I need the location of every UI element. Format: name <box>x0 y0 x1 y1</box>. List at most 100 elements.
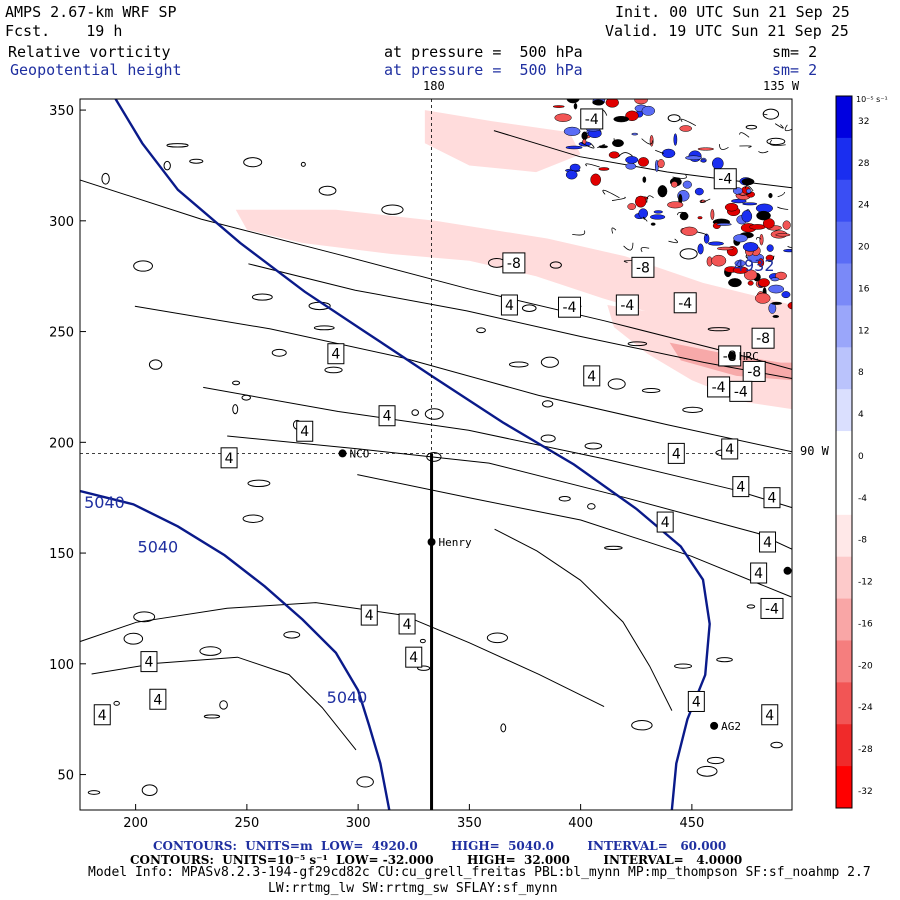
field1-name: Relative vorticity <box>8 43 171 61</box>
storm-contour <box>618 152 633 158</box>
vorticity-cell <box>133 260 153 272</box>
storm-contour <box>642 216 648 222</box>
plot-frame <box>79 98 793 811</box>
vorticity-label-box <box>760 597 784 619</box>
storm-cell <box>707 241 724 246</box>
vorticity-cell <box>587 503 596 510</box>
storm-cell <box>770 277 780 282</box>
vorticity-cell <box>251 293 273 301</box>
storm-contour <box>640 247 650 253</box>
vorticity-cell <box>242 514 264 523</box>
vorticity-label: -8 <box>742 360 766 382</box>
storm-cell <box>782 220 791 230</box>
vorticity-cell <box>300 161 306 167</box>
model-title: AMPS 2.67-km WRF SP <box>5 3 177 21</box>
vorticity-cell <box>679 248 698 260</box>
vorticity-label-text: 4 <box>736 480 745 496</box>
colorbar-swatch <box>836 389 852 432</box>
storm-cell <box>747 280 754 286</box>
vorticity-label-box <box>558 296 581 318</box>
vorticity-cell <box>667 114 681 123</box>
vorticity-label-box <box>500 294 518 316</box>
colorbar-level-label: 24 <box>858 201 870 211</box>
vorticity-label: -8 <box>751 327 775 349</box>
storm-cell <box>624 94 635 98</box>
storm-cell <box>544 84 561 95</box>
storm-cell <box>592 99 605 106</box>
lon-label-135w: 135 W <box>763 79 800 93</box>
vorticity-cell <box>476 327 486 334</box>
colorbar-swatch <box>836 598 852 641</box>
storm-cell <box>661 148 676 158</box>
storm-contour <box>755 236 762 240</box>
storm-cell <box>573 102 578 110</box>
vorticity-label: 4 <box>93 704 111 726</box>
storm-cell <box>768 284 785 294</box>
storm-cell <box>594 76 605 87</box>
storm-cell <box>749 224 766 230</box>
vorticity-label: 4 <box>759 531 777 553</box>
vorticity-cell <box>313 325 335 331</box>
colorbar-swatch <box>836 766 852 809</box>
vorticity-label-box <box>583 365 601 387</box>
vorticity-contour-9 <box>493 130 792 189</box>
vorticity-cell <box>163 160 171 171</box>
vorticity-label: 4 <box>405 646 423 668</box>
storm-cell <box>653 210 663 214</box>
height-label: 5040 <box>138 537 179 556</box>
colorbar-level-label: -4 <box>858 494 867 504</box>
storm-cell <box>667 201 684 209</box>
storm-cell <box>641 105 656 116</box>
vorticity-cell <box>381 204 404 215</box>
storm-contour <box>602 189 620 199</box>
storm-cell <box>728 278 742 288</box>
colorbar-level-label: -20 <box>858 661 873 671</box>
storm-contour <box>777 206 789 210</box>
colorbar-level-label: 32 <box>858 117 869 127</box>
vorticity-label: -4 <box>713 168 737 190</box>
storm-cell <box>635 195 647 208</box>
field2-level: at pressure = 500 hPa <box>384 61 583 79</box>
storm-contour <box>744 185 754 192</box>
vorticity-cell <box>706 756 725 765</box>
vorticity-label: 4 <box>763 487 781 509</box>
colorbar-frame <box>835 95 853 809</box>
storm-cell <box>657 159 665 169</box>
vorticity-label: 4 <box>583 365 601 387</box>
vorticity-label-text: 4 <box>505 298 514 314</box>
storm-cell <box>742 242 759 252</box>
storm-cell <box>649 134 654 147</box>
vorticity-cell <box>232 380 241 386</box>
colorbar-legend: 32 28 24 20 16 12 8 4 0 -4 -8 -12 -16 -20 -24 -28 -32 10⁻… <box>835 95 888 809</box>
station-label: AG2 <box>721 720 741 733</box>
vorticity-label: -4 <box>615 294 639 316</box>
vorticity-label-text: -4 <box>718 172 732 188</box>
station-marker <box>427 537 436 546</box>
vorticity-label: -4 <box>558 296 581 318</box>
forecast-hour: Fcst. 19 h <box>5 22 123 40</box>
vorticity-cell <box>607 378 626 390</box>
vorticity-label-text: 4 <box>403 617 412 633</box>
station-marker <box>783 566 792 575</box>
vorticity-label-box <box>398 613 416 635</box>
colorbar-level-label: -28 <box>858 745 873 755</box>
vorticity-cell <box>627 341 648 347</box>
storm-contour <box>585 163 600 168</box>
lon-label-90w: 90 W <box>800 444 829 458</box>
vorticity-label: 4 <box>500 294 518 316</box>
y-tick-label: 150 <box>49 547 74 562</box>
vorticity-label-text: 4 <box>754 566 763 582</box>
field1-level: at pressure = 500 hPa <box>384 43 583 61</box>
field2-smoothing: sm= 2 <box>772 61 818 79</box>
storm-cell <box>638 208 648 219</box>
colorbar-level-label: -8 <box>858 536 867 546</box>
vorticity-cell <box>707 327 730 332</box>
vorticity-label-text: -4 <box>765 601 779 617</box>
vorticity-cell <box>219 700 228 710</box>
vorticity-label: 4 <box>398 613 416 635</box>
height-contour-1 <box>80 489 391 810</box>
vorticity-label-box <box>751 327 775 349</box>
storm-cell <box>741 178 755 186</box>
storm-contour <box>641 138 654 145</box>
footer-model-info: Model Info: MPASv8.2.3-194-gf29cd82c CU:… <box>88 865 871 880</box>
